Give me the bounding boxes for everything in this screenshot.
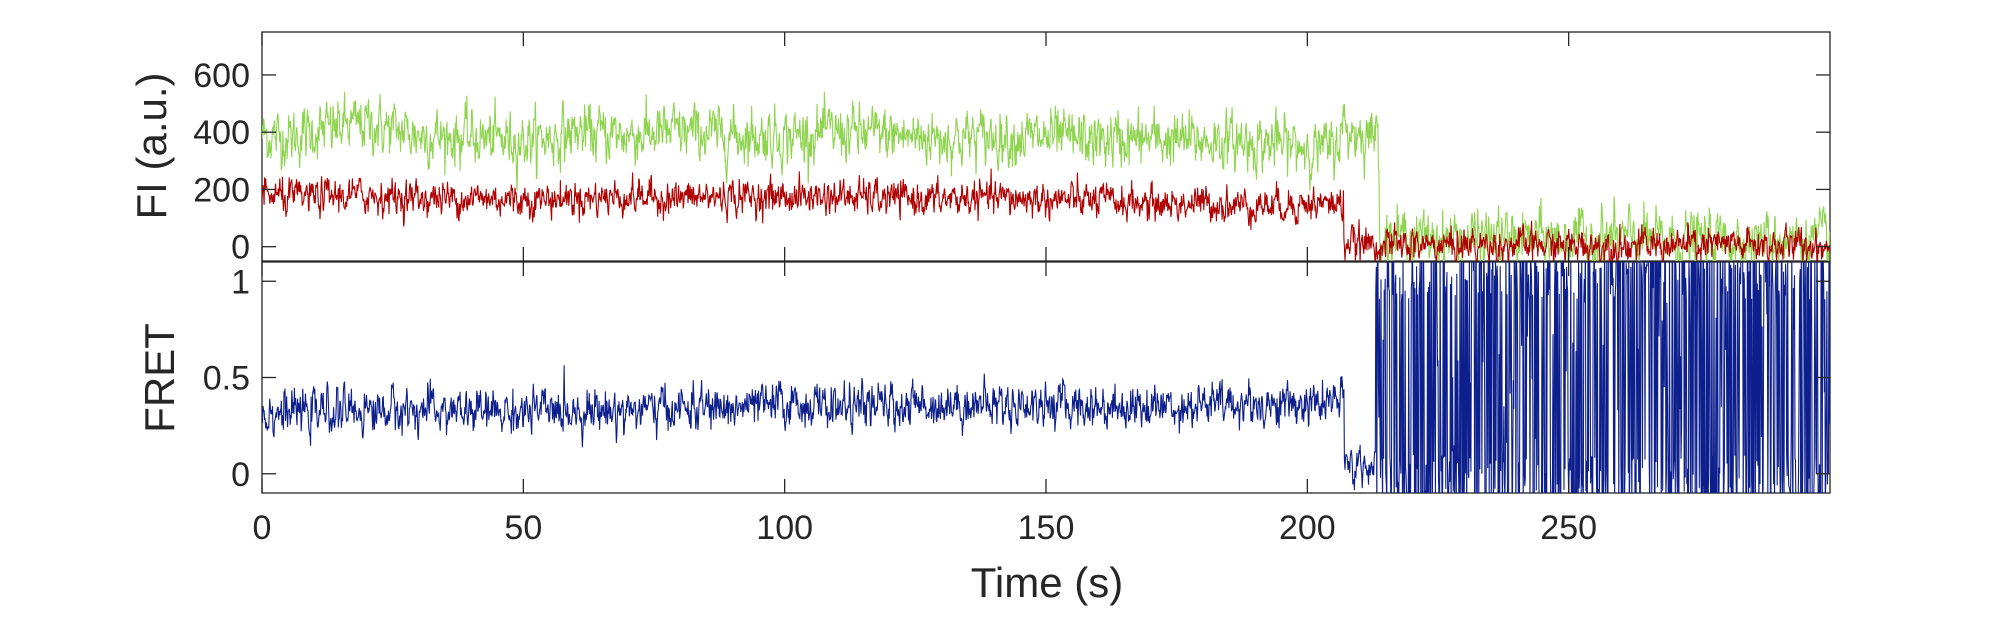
x-tick-label: 200 bbox=[1279, 509, 1336, 547]
x-tick-label: 250 bbox=[1540, 509, 1597, 547]
y-tick-label: 0 bbox=[231, 229, 250, 267]
top-y-ticks: 0 200 400 600 bbox=[193, 57, 1830, 267]
series-line-1-0 bbox=[262, 262, 1830, 493]
y-tick-label: 0 bbox=[231, 456, 250, 494]
y-tick-label: 400 bbox=[193, 114, 250, 152]
y-tick-label: 200 bbox=[193, 171, 250, 209]
top-y-axis-label: FI (a.u.) bbox=[128, 72, 175, 219]
bottom-traces bbox=[262, 262, 1830, 493]
top-panel: 0 200 400 600 FI (a.u.) bbox=[128, 31, 1831, 267]
y-tick-label: 0.5 bbox=[203, 360, 250, 398]
x-tick-label: 50 bbox=[504, 509, 542, 547]
bottom-y-axis-label: FRET bbox=[136, 323, 183, 433]
bottom-panel: 00.51 0 50 100 150 200 250 FRET Time (s) bbox=[136, 32, 1831, 606]
bottom-y-ticks: 00.51 bbox=[203, 263, 1830, 494]
series-line-0-1 bbox=[262, 168, 1830, 261]
x-tick-label: 150 bbox=[1018, 509, 1075, 547]
top-axes-box bbox=[261, 31, 1831, 262]
y-tick-label: 1 bbox=[231, 263, 250, 301]
bottom-x-ticks: 0 50 100 150 200 250 bbox=[253, 32, 1597, 547]
x-axis-label: Time (s) bbox=[971, 559, 1123, 606]
y-tick-label: 600 bbox=[193, 57, 250, 95]
x-tick-label: 100 bbox=[756, 509, 813, 547]
x-tick-label: 0 bbox=[253, 509, 272, 547]
